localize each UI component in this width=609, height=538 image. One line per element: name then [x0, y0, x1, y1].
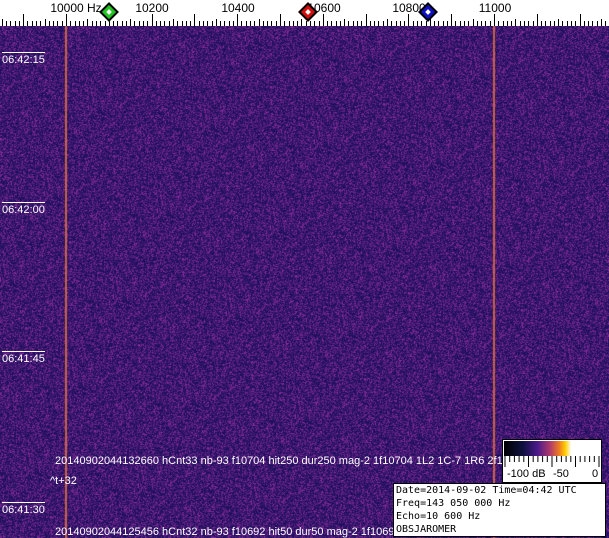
- info-date: Date=2014-09-02 Time=04:42 UTC: [396, 485, 577, 496]
- time-label: 06:41:45: [2, 351, 45, 365]
- freq-label-10200: 10200: [135, 1, 169, 15]
- info-freq: Freq=143 050 000 Hz: [396, 498, 511, 509]
- freq-label-10400: 10400: [221, 1, 255, 15]
- time-label: 06:42:00: [2, 202, 45, 216]
- colorbar-gradient: [504, 441, 600, 456]
- colorbar-label-mid: -50: [553, 468, 569, 480]
- colorbar-label-max: 0: [592, 468, 599, 480]
- info-echo: Echo=10 600 Hz: [396, 511, 481, 522]
- frequency-ticks: [2, 14, 606, 26]
- colorbar: -100 dB -50 0: [502, 439, 602, 483]
- detection-line: 20140902044132660 hCnt33 nb-93 f10704 hi…: [55, 455, 522, 467]
- colorbar-label-min: -100 dB: [507, 468, 546, 480]
- time-annotation: ^t+32: [50, 475, 77, 487]
- time-label: 06:42:15: [2, 52, 45, 66]
- freq-label-11000: 11000: [478, 1, 512, 15]
- time-label: 06:41:30: [2, 502, 45, 516]
- colorbar-ticks: [504, 456, 600, 467]
- frequency-axis: 10000 Hz 10200 10400 10600 10800 11000: [0, 0, 609, 26]
- detection-line: 20140902044125456 hCnt32 nb-93 f10692 hi…: [55, 526, 401, 538]
- info-observer: OBSJAROMER: [396, 524, 457, 535]
- freq-label-10000: 10000 Hz: [50, 1, 102, 15]
- info-box: Date=2014-09-02 Time=04:42 UTC Freq=143 …: [393, 483, 606, 537]
